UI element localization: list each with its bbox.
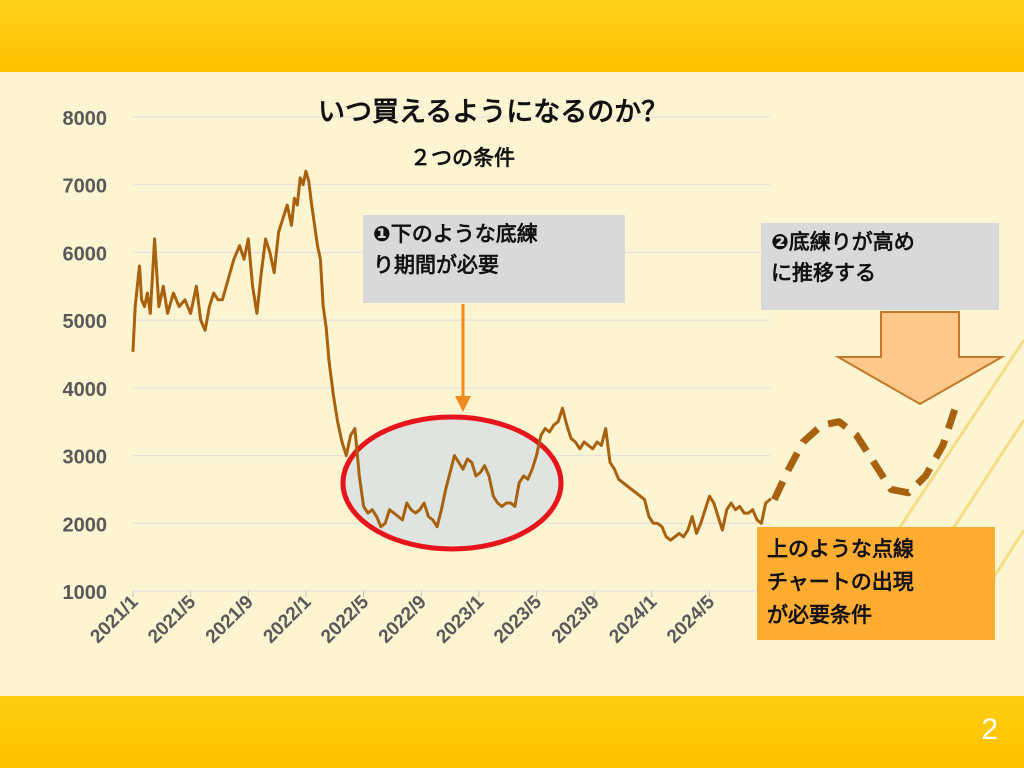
callout-note: 上のような点線 チャートの出現 が必要条件 bbox=[757, 527, 995, 640]
callout-line: り期間が必要 bbox=[373, 253, 499, 277]
y-axis-labels: 1000 2000 3000 4000 5000 6000 7000 8000 bbox=[63, 108, 108, 604]
callout-condition-2: ❷底練りが高め に推移する bbox=[761, 223, 999, 310]
callout-line: ❶下のような底練 bbox=[373, 222, 538, 246]
y-tick-label: 8000 bbox=[63, 108, 108, 130]
pointer-arrow bbox=[455, 304, 471, 412]
x-tick-label: 2023/9 bbox=[548, 592, 604, 648]
x-tick-label: 2021/9 bbox=[202, 592, 258, 648]
callout-line: 上のような点線 bbox=[767, 537, 914, 561]
callout-condition-1: ❶下のような底練 り期間が必要 bbox=[363, 215, 625, 303]
y-tick-label: 4000 bbox=[63, 379, 108, 401]
y-tick-label: 6000 bbox=[63, 243, 108, 265]
callout-line: ❷底練りが高め bbox=[771, 230, 915, 254]
x-tick-label: 2021/5 bbox=[144, 591, 200, 647]
x-tick-label: 2024/5 bbox=[663, 591, 719, 647]
y-tick-label: 7000 bbox=[63, 176, 108, 198]
x-tick-label: 2023/5 bbox=[490, 591, 546, 647]
callout-line: に推移する bbox=[771, 261, 876, 285]
top-band bbox=[0, 0, 1024, 72]
x-tick-label: 2023/1 bbox=[432, 591, 488, 647]
y-tick-label: 2000 bbox=[63, 514, 108, 536]
y-tick-label: 3000 bbox=[63, 447, 108, 469]
slide-title: いつ買えるようになるのか？ bbox=[318, 97, 669, 128]
x-tick-label: 2024/1 bbox=[605, 591, 661, 647]
page-number: 2 bbox=[981, 713, 998, 746]
callout-line: チャートの出現 bbox=[767, 570, 914, 594]
callout-line: が必要条件 bbox=[767, 603, 872, 627]
x-tick-label: 2022/5 bbox=[317, 591, 373, 647]
y-tick-label: 1000 bbox=[63, 582, 108, 604]
x-tick-label: 2022/9 bbox=[375, 592, 431, 648]
down-arrow-icon bbox=[834, 311, 1006, 406]
slide-subtitle: ２つの条件 bbox=[410, 146, 515, 170]
projected-series-line bbox=[771, 400, 961, 502]
x-axis-labels: 2021/1 2021/5 2021/9 2022/1 2022/5 2022/9 2023… bbox=[87, 591, 720, 647]
series-group bbox=[131, 169, 961, 542]
bottom-band bbox=[0, 696, 1024, 768]
price-series-line bbox=[131, 169, 772, 542]
x-tick-label: 2022/1 bbox=[260, 591, 316, 647]
y-tick-label: 5000 bbox=[63, 311, 108, 333]
bottoming-period-ellipse bbox=[340, 414, 564, 552]
gridlines bbox=[132, 116, 770, 597]
